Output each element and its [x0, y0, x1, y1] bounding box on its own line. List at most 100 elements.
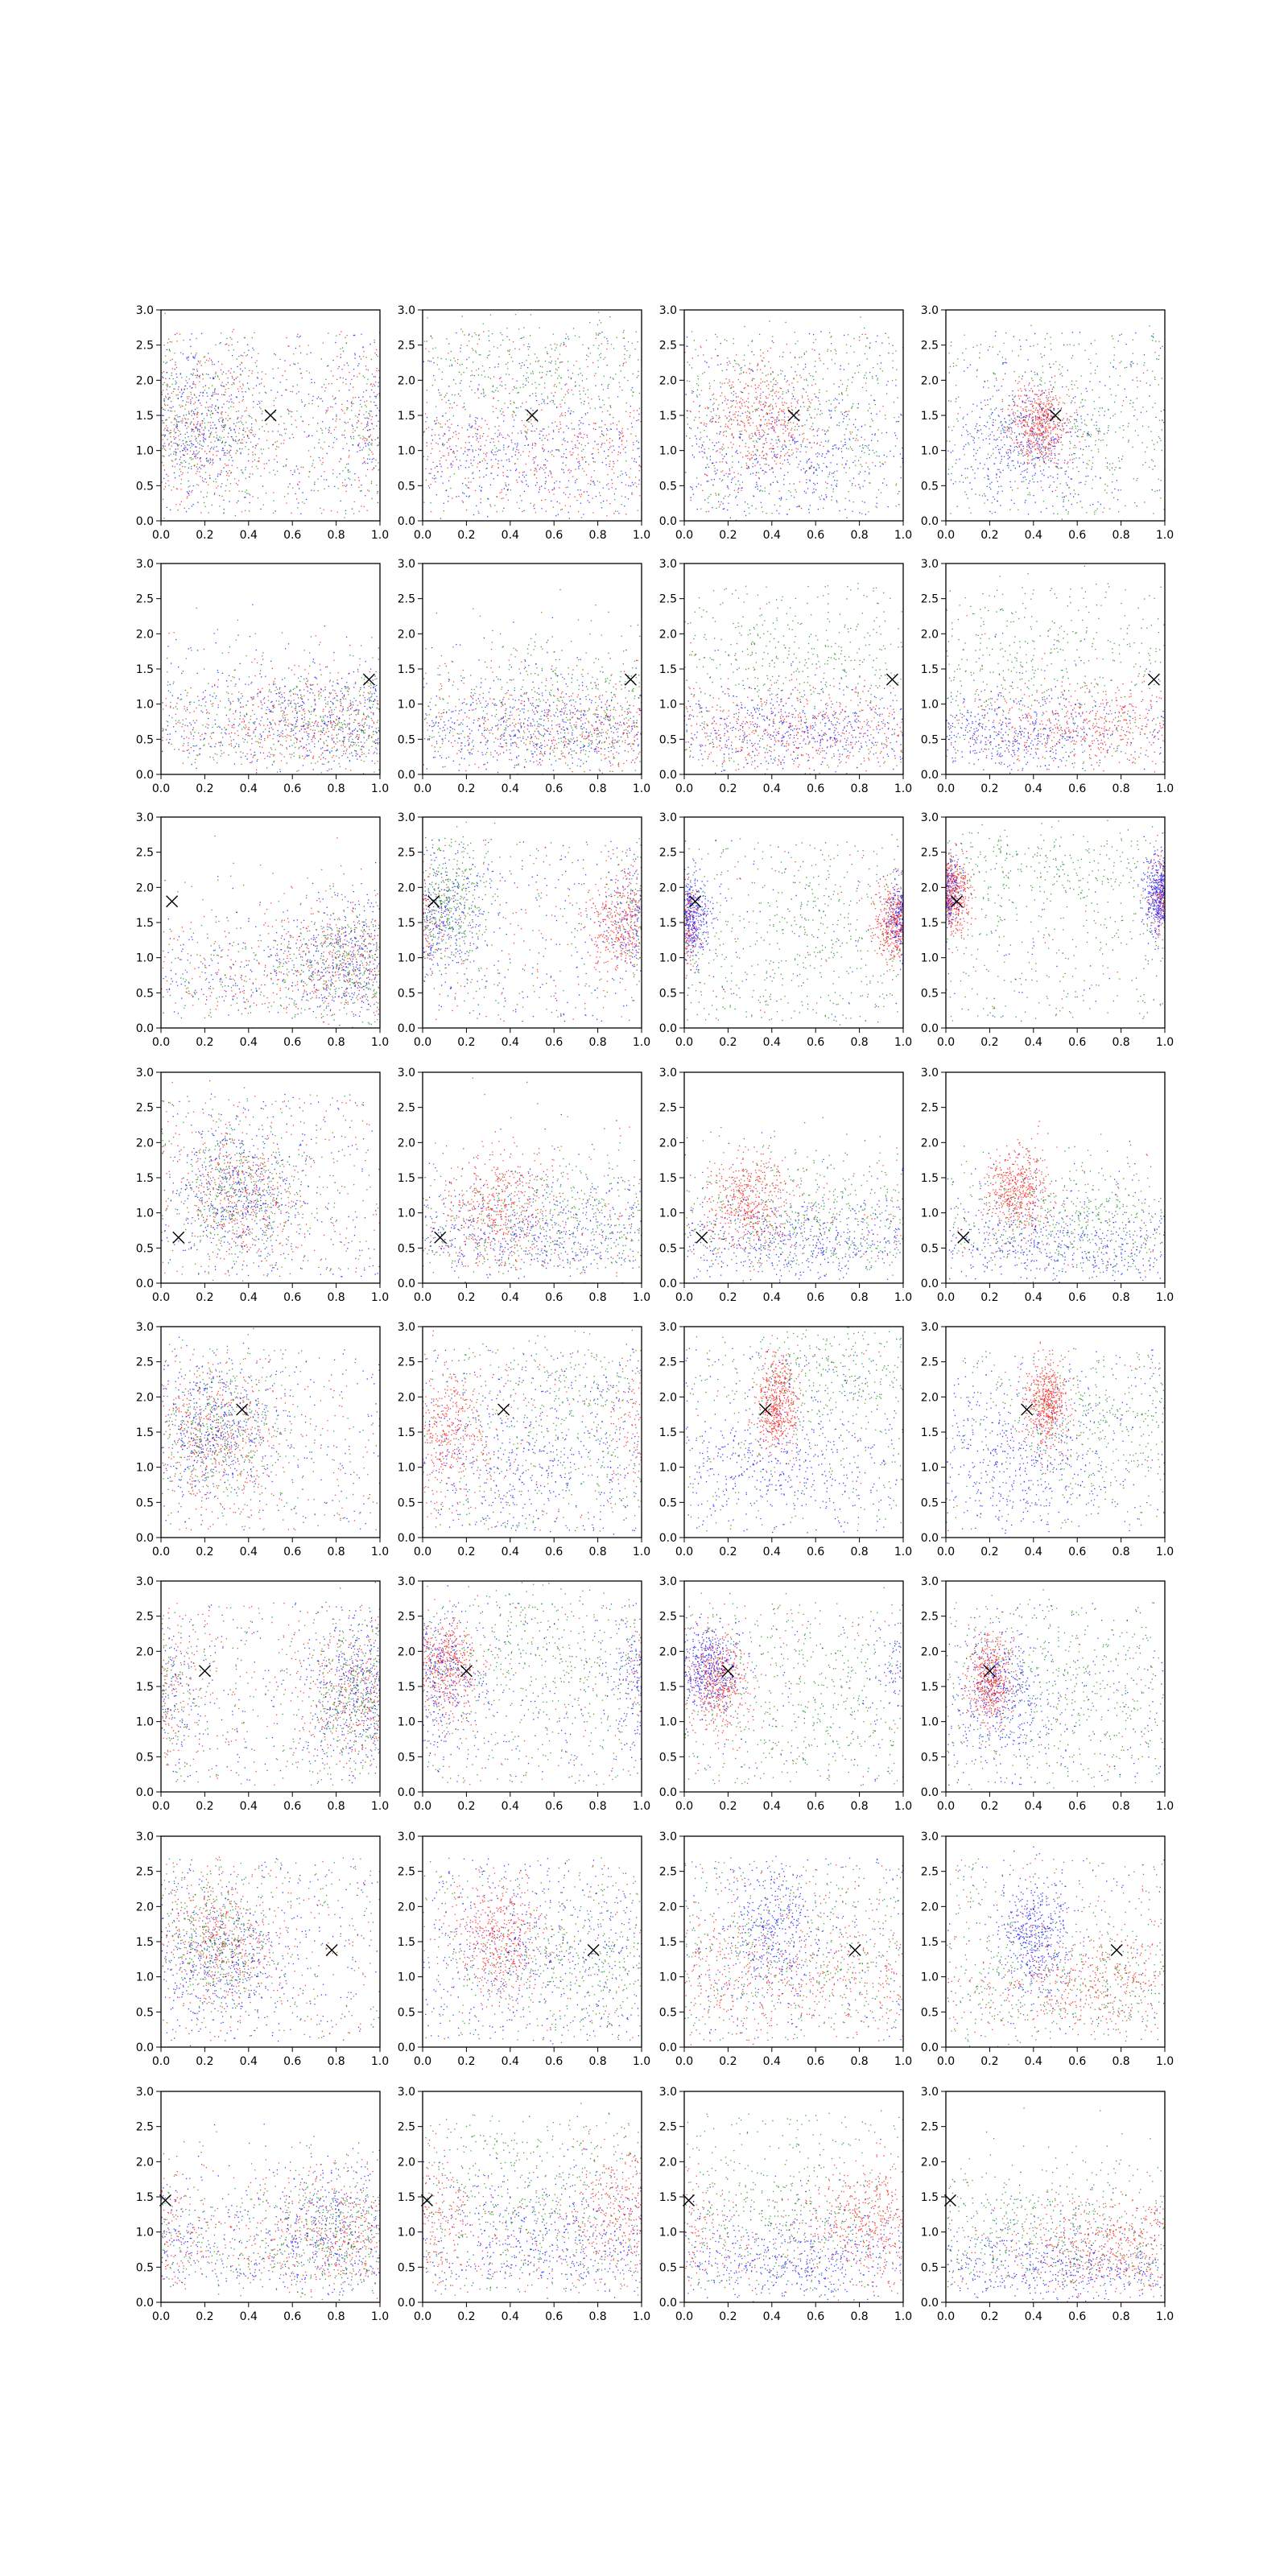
- axes-frame: [683, 816, 904, 1029]
- x-tick-label: 0.4: [763, 2055, 781, 2068]
- x-tick-label: 0.2: [719, 1800, 737, 1813]
- y-tick-label: 0.0: [659, 1278, 677, 1290]
- series-points-red: [684, 1860, 903, 2046]
- x-tick-label: 0.8: [1112, 1036, 1129, 1049]
- x-tick-label: 0.8: [850, 1291, 868, 1304]
- series-points-blue: [684, 1132, 903, 1283]
- points-layer: [946, 1341, 1165, 1538]
- y-tick-label: 1.5: [921, 1936, 939, 1949]
- y-tick-label: 1.0: [659, 699, 677, 712]
- y-tick-label: 0.5: [921, 1751, 939, 1764]
- x-tick-label: 0.0: [152, 1546, 170, 1558]
- x-tick-label: 0.6: [283, 1546, 301, 1558]
- series-red: [423, 1077, 642, 1278]
- y-tick-label: 0.5: [136, 733, 154, 746]
- x-tick-label: 0.0: [152, 1291, 170, 1304]
- y-tick-label: 0.0: [921, 515, 939, 528]
- y-tick-label: 0.5: [659, 2006, 677, 2019]
- x-tick-label: 0.6: [807, 1546, 824, 1558]
- y-tick-label: 2.0: [659, 881, 677, 894]
- x-tick-label: 0.8: [850, 1800, 868, 1813]
- y-tick-label: 3.0: [398, 1831, 415, 1843]
- x-tick-label: 0.0: [937, 2310, 955, 2323]
- y-tick-label: 2.0: [921, 2156, 939, 2169]
- y-tick-label: 3.0: [921, 1321, 939, 1334]
- y-tick-label: 1.5: [921, 2191, 939, 2204]
- x-tick-label: 0.8: [327, 782, 345, 795]
- y-tick-label: 3.0: [136, 304, 154, 317]
- y-tick-label: 0.0: [659, 515, 677, 528]
- points-layer: [684, 1117, 903, 1283]
- y-tick-label: 1.0: [136, 699, 154, 712]
- x-tick-label: 0.8: [588, 1291, 606, 1304]
- axes-frame: [422, 1580, 642, 1793]
- x-tick-label: 0.2: [980, 782, 998, 795]
- y-tick-label: 0.0: [136, 769, 154, 782]
- x-marker: [1049, 409, 1062, 422]
- series-green: [423, 588, 642, 774]
- series-green: [161, 1858, 380, 2041]
- y-tick-label: 2.0: [136, 374, 154, 387]
- y-tick-label: 0.0: [659, 2041, 677, 2054]
- y-tick-label: 2.5: [921, 1356, 939, 1369]
- series-points-red: [687, 1140, 902, 1272]
- x-tick-label: 0.4: [1025, 1546, 1042, 1558]
- y-tick-label: 0.5: [136, 2261, 154, 2274]
- x-tick-label: 0.2: [457, 2310, 475, 2323]
- subplot-4: 0.0 0.2 0.4 0.6 0.8 1.0 0.0 0.5 1.0 1.5 2.0 2.5 3.0: [921, 304, 1174, 542]
- x-tick-label: 1.0: [1156, 1546, 1174, 1558]
- y-tick-label: 2.5: [398, 1102, 415, 1115]
- series-points-blue: [684, 840, 903, 1022]
- series-points-green: [946, 1348, 1165, 1530]
- y-tick-label: 2.0: [921, 1137, 939, 1150]
- y-tick-label: 2.0: [398, 1137, 415, 1150]
- x-marker: [689, 895, 702, 908]
- y-tick-label: 1.0: [136, 445, 154, 458]
- x-tick-label: 0.6: [807, 529, 824, 542]
- y-tick-label: 2.0: [136, 2156, 154, 2169]
- x-tick-label: 0.8: [588, 2055, 606, 2068]
- subplot-3: 0.0 0.2 0.4 0.6 0.8 1.0 0.0 0.5 1.0 1.5 2.0 2.5 3.0: [659, 304, 912, 542]
- x-tick-label: 0.4: [502, 782, 519, 795]
- x-tick-label: 0.0: [152, 529, 170, 542]
- x-tick-label: 0.8: [588, 2310, 606, 2323]
- x-tick-label: 0.8: [850, 2055, 868, 2068]
- y-tick-label: 2.5: [398, 1356, 415, 1369]
- y-tick-label: 2.5: [136, 1102, 154, 1115]
- points-layer: [161, 1856, 380, 2046]
- x-tick-label: 0.6: [807, 782, 824, 795]
- y-tick-label: 3.0: [398, 1067, 415, 1080]
- y-tick-label: 0.0: [398, 1786, 415, 1799]
- series-red: [424, 331, 642, 518]
- x-marker: [166, 895, 179, 908]
- subplot-24: 0.0 0.2 0.4 0.6 0.8 1.0 0.0 0.5 1.0 1.5 2.0 2.5 3.0: [921, 1575, 1174, 1813]
- x-tick-label: 0.2: [980, 1291, 998, 1304]
- x-tick-label: 0.6: [807, 2055, 824, 2068]
- x-tick-label: 0.2: [719, 782, 737, 795]
- points-layer: [946, 324, 1165, 520]
- subplot-16: 0.0 0.2 0.4 0.6 0.8 1.0 0.0 0.5 1.0 1.5 2.0 2.5 3.0: [921, 1067, 1174, 1304]
- x-tick-label: 1.0: [633, 529, 650, 542]
- series-points-red: [697, 1335, 902, 1529]
- y-tick-label: 1.0: [398, 445, 415, 458]
- series-points-red: [684, 1592, 899, 1784]
- axes-frame: [683, 1071, 904, 1284]
- y-tick-label: 0.5: [398, 733, 415, 746]
- series-points-red: [161, 2131, 380, 2302]
- y-tick-label: 2.5: [659, 1356, 677, 1369]
- axes-frame: [945, 563, 1166, 775]
- x-tick-label: 0.6: [807, 1036, 824, 1049]
- y-tick-label: 0.0: [921, 2041, 939, 2054]
- y-tick-label: 1.5: [136, 2191, 154, 2204]
- series-red: [697, 1335, 902, 1529]
- y-tick-label: 2.5: [398, 1866, 415, 1879]
- series-points-blue: [423, 1585, 642, 1782]
- axes-frame: [160, 816, 381, 1029]
- subplot-28: 0.0 0.2 0.4 0.6 0.8 1.0 0.0 0.5 1.0 1.5 2.0 2.5 3.0: [921, 1831, 1174, 2068]
- subplot-23: 0.0 0.2 0.4 0.6 0.8 1.0 0.0 0.5 1.0 1.5 2.0 2.5 3.0: [659, 1575, 912, 1813]
- y-tick-label: 3.0: [136, 1831, 154, 1843]
- subplot-5: 0.0 0.2 0.4 0.6 0.8 1.0 0.0 0.5 1.0 1.5 2.0 2.5 3.0: [136, 558, 389, 795]
- x-marker: [787, 409, 800, 422]
- x-tick-label: 1.0: [371, 1291, 389, 1304]
- x-tick-label: 0.4: [240, 529, 258, 542]
